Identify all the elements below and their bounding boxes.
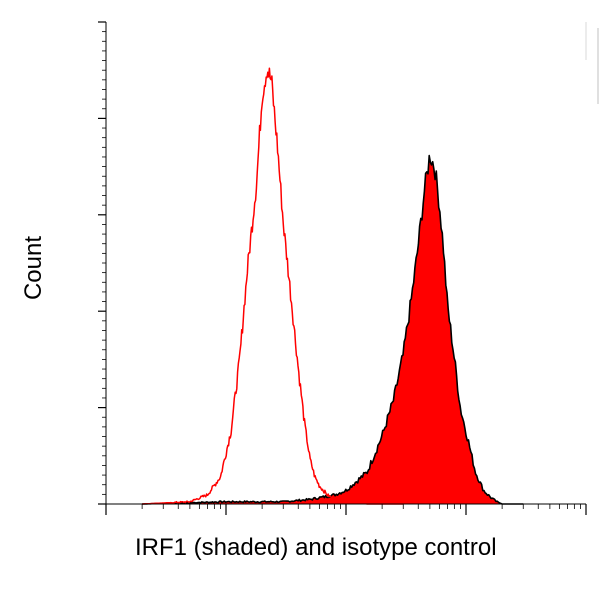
y-axis-label: Count xyxy=(20,235,47,301)
series-line-1 xyxy=(142,67,404,505)
series-outline-0 xyxy=(142,154,524,505)
series-fill-0 xyxy=(142,155,524,504)
x-axis-label: IRF1 (shaded) and isotype control xyxy=(135,534,497,561)
